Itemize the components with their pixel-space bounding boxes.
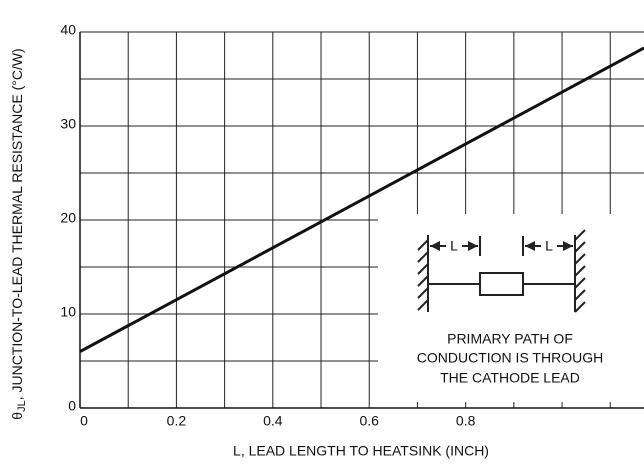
- y-axis-label: θJL, JUNCTION-TO-LEAD THERMAL RESISTANCE…: [9, 48, 28, 419]
- length-label: L: [545, 238, 553, 254]
- length-label: L: [450, 238, 458, 254]
- x-tick-label: 0.2: [167, 413, 187, 429]
- note: THE CATHODE LEAD: [440, 370, 580, 386]
- x-tick-label: 0: [80, 413, 88, 429]
- inset: L L PRIMARY PATH OF CONDUCTION IS THROUG…: [378, 214, 644, 402]
- data-line: [79, 46, 644, 353]
- y-label-text: , JUNCTION-TO-LEAD THERMAL RESISTANCE (°…: [9, 48, 25, 400]
- y-label-subscript: JL: [16, 400, 28, 412]
- x-axis-label: L, LEAD LENGTH TO HEATSINK (INCH): [233, 443, 489, 459]
- x-tick-label: 0.6: [359, 413, 379, 429]
- x-tick-label: 0.8: [456, 413, 476, 429]
- x-tick-label: 0.4: [263, 413, 283, 429]
- y-tick-label: 40: [60, 22, 76, 38]
- y-tick-label: 10: [60, 304, 76, 320]
- y-label-symbol: θ: [9, 412, 25, 420]
- note: CONDUCTION IS THROUGH: [417, 350, 603, 366]
- note: PRIMARY PATH OF: [447, 331, 573, 347]
- y-tick-label: 30: [60, 116, 76, 132]
- y-tick-label: 0: [68, 398, 76, 414]
- y-tick-label: 20: [60, 210, 76, 226]
